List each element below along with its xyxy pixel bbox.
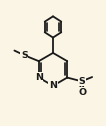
Text: N: N xyxy=(49,81,57,90)
Text: O: O xyxy=(78,88,86,97)
Text: S: S xyxy=(21,51,28,60)
Text: N: N xyxy=(35,73,43,82)
Text: S: S xyxy=(78,77,85,86)
